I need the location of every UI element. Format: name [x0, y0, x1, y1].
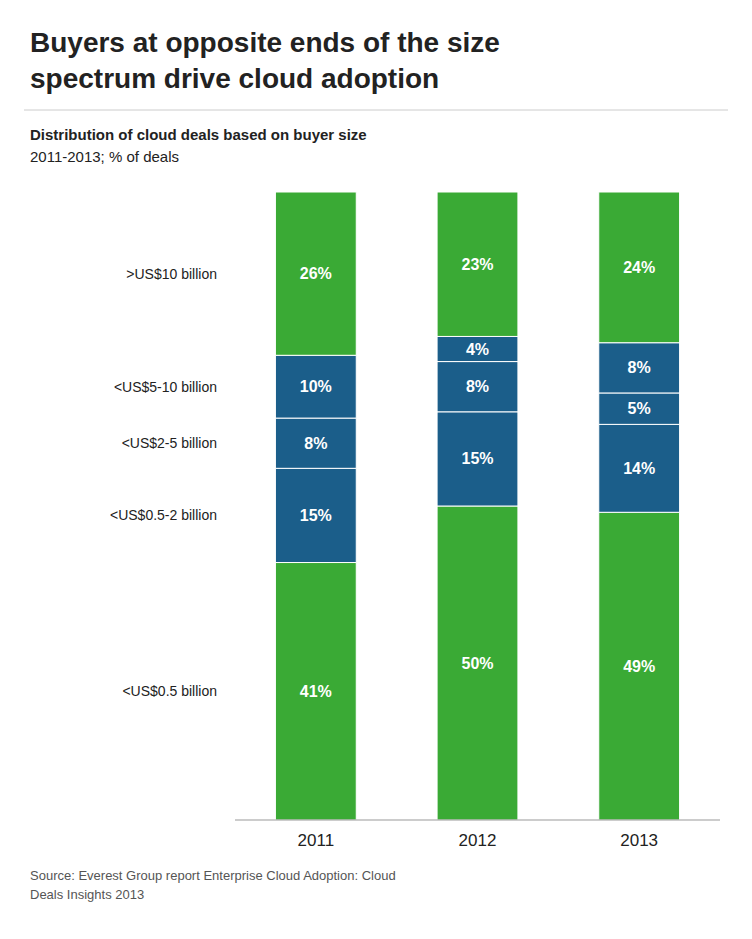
- subtitle-line: Distribution of cloud deals based on buy…: [30, 126, 367, 143]
- title: Buyers at opposite ends of the size spect…: [30, 27, 500, 94]
- bar-segment: [437, 336, 518, 361]
- data-label: 50%: [461, 655, 493, 672]
- bar-segment: [437, 362, 518, 412]
- bar-segment: [599, 343, 680, 393]
- series-labels: <US$0.5 billion <US$0.5-2 billion <US$2-5 …: [110, 266, 217, 700]
- data-label: 8%: [628, 359, 651, 376]
- data-label: 10%: [300, 378, 332, 395]
- bar-segment: [437, 506, 518, 820]
- source-line: Deals Insights 2013: [30, 887, 144, 902]
- title-line: spectrum drive cloud adoption: [30, 63, 439, 94]
- bar-segment: [437, 412, 518, 506]
- bar-segment: [275, 192, 356, 355]
- bar-segment: [599, 192, 680, 343]
- x-axis-line: [235, 820, 720, 821]
- x-tick-label: 2012: [459, 831, 497, 850]
- data-label: 41%: [300, 683, 332, 700]
- data-label: 26%: [300, 265, 332, 282]
- series-label: <US$0.5 billion: [122, 683, 217, 699]
- series-label: <US$0.5-2 billion: [110, 507, 217, 523]
- bar-segment: [275, 355, 356, 418]
- source-line: Source: Everest Group report Enterprise …: [30, 868, 396, 883]
- divider: [24, 110, 728, 111]
- series-label: >US$10 billion: [126, 266, 217, 282]
- data-label: 5%: [628, 400, 651, 417]
- data-label: 14%: [623, 460, 655, 477]
- data-labels: 41% 50% 49% 15% 15% 14% 8% 8% 5% 10% 4% 8% 26% 23% 24%: [300, 256, 655, 700]
- x-tick-label: 2013: [620, 831, 658, 850]
- x-tick-label: 2011: [298, 831, 335, 850]
- source: Source: Everest Group report Enterprise …: [30, 868, 396, 902]
- data-label: 8%: [466, 378, 489, 395]
- chart: Buyers at opposite ends of the size spect…: [0, 0, 752, 939]
- bar-segment: [599, 424, 680, 512]
- series-label: <US$5-10 billion: [114, 379, 217, 395]
- data-label: 15%: [300, 507, 332, 524]
- title-line: Buyers at opposite ends of the size: [30, 27, 500, 58]
- data-label: 15%: [461, 450, 493, 467]
- bar-segment: [275, 418, 356, 468]
- data-label: 4%: [466, 341, 489, 358]
- data-label: 23%: [461, 256, 493, 273]
- bar-segment: [437, 192, 518, 336]
- data-label: 8%: [304, 435, 327, 452]
- bars: [275, 192, 679, 820]
- subtitle: Distribution of cloud deals based on buy…: [30, 126, 367, 165]
- bar-segment: [275, 468, 356, 562]
- bar-segment: [275, 563, 356, 820]
- series-label: <US$2-5 billion: [122, 435, 217, 451]
- bar-segment: [599, 512, 680, 820]
- data-label: 49%: [623, 658, 655, 675]
- bar-segment: [599, 393, 680, 424]
- x-tick-labels: 2011 2012 2013: [298, 831, 659, 850]
- data-label: 24%: [623, 259, 655, 276]
- subtitle-line: 2011-2013; % of deals: [30, 148, 179, 165]
